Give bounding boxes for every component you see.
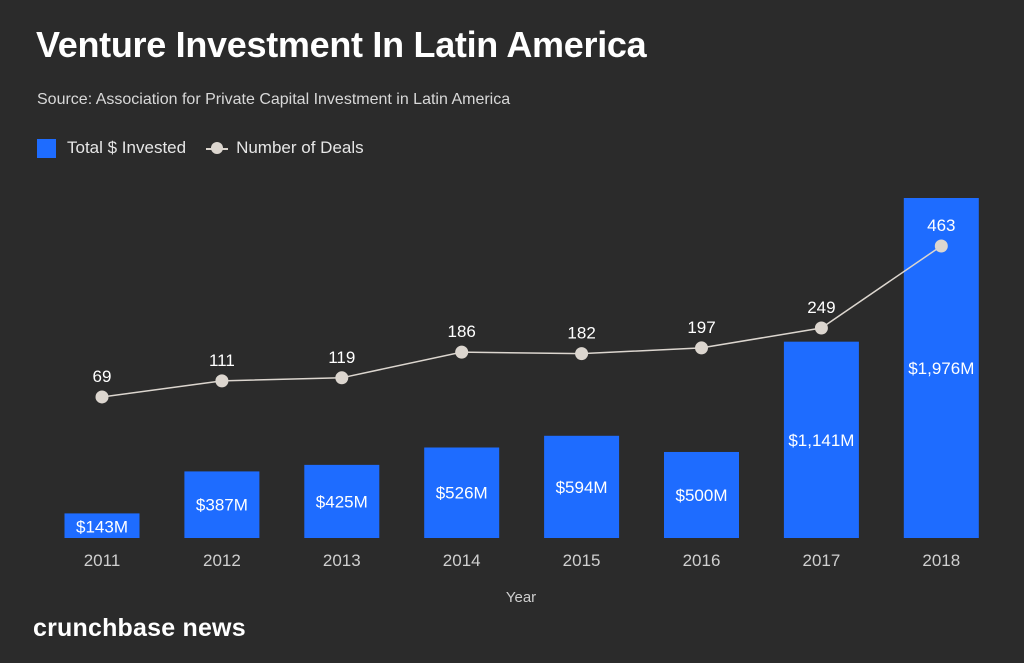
deals-label-2017: 249 [807,298,835,317]
bar-label-2017: $1,141M [788,431,854,450]
x-tick-label-2015: 2015 [563,551,601,570]
deals-label-2013: 119 [328,348,355,367]
deals-point-2016 [695,341,708,355]
deals-point-2014 [455,345,469,359]
bar-label-2013: $425M [316,492,368,511]
bar-label-2014: $526M [436,484,488,503]
bar-label-2018: $1,976M [908,359,974,378]
bar-label-2011: $143M [76,518,128,537]
legend: Total $ Invested Number of Deals [37,138,384,158]
bar-label-2012: $387M [196,496,248,515]
chart-subtitle: Source: Association for Private Capital … [37,91,511,108]
legend-label-deals: Number of Deals [236,138,364,157]
deals-point-2017 [814,321,828,335]
bar-2014 [424,447,500,538]
line-marker-icon [206,141,229,155]
deals-point-2011 [95,390,109,404]
bar-2015 [544,435,620,538]
x-tick-label-2016: 2016 [683,551,721,570]
bar-2011 [64,513,140,538]
deals-point-2013 [335,371,349,385]
deals-label-2012: 111 [209,351,235,370]
x-tick-label-2013: 2013 [323,551,361,570]
bar-2018 [903,198,979,538]
bar-label-2015: $594M [556,478,608,497]
bar-2016 [664,451,739,538]
deals-label-2016: 197 [687,318,715,337]
deals-point-2012 [215,374,229,388]
deals-label-2015: 182 [567,324,595,343]
x-tick-label-2017: 2017 [802,551,840,570]
bar-label-2016: $500M [676,486,728,505]
deals-label-2018: 463 [927,216,955,235]
x-tick-label-2011: 2011 [84,551,121,570]
deals-label-2014: 186 [448,322,476,341]
deals-line [101,245,942,398]
legend-item-deals: Number of Deals [206,138,364,158]
bar-2013 [304,464,380,538]
deals-point-2015 [575,347,589,361]
legend-label-invested: Total $ Invested [67,138,187,157]
chart-title: Venture Investment In Latin America [36,24,647,65]
x-axis-label: Year [506,589,536,606]
deals-label-2011: 69 [93,367,112,386]
x-tick-label-2012: 2012 [203,551,241,570]
bar-swatch-icon [37,138,56,158]
x-tick-label-2018: 2018 [922,551,960,570]
x-tick-label-2014: 2014 [443,551,481,570]
legend-item-invested: Total $ Invested [37,138,186,158]
brand-logo: crunchbase news [33,614,246,642]
bar-2017 [783,341,859,538]
deals-point-2018 [934,239,948,253]
bar-2012 [184,471,260,538]
